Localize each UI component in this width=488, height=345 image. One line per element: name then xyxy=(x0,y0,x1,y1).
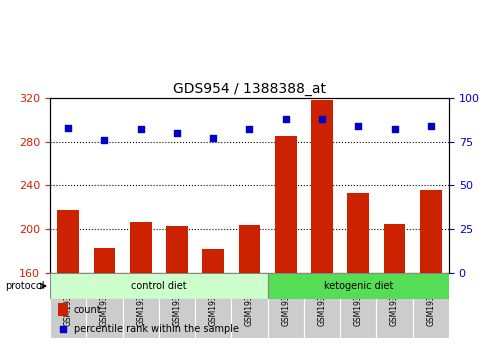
Bar xyxy=(57,209,79,273)
Bar xyxy=(238,225,260,273)
Bar xyxy=(50,273,86,338)
Text: GSM19303: GSM19303 xyxy=(172,285,181,326)
Point xyxy=(209,136,217,141)
Bar xyxy=(129,221,151,273)
Point xyxy=(137,127,144,132)
Bar xyxy=(310,100,332,273)
Text: GSM19305: GSM19305 xyxy=(244,285,253,326)
Point xyxy=(281,116,289,122)
Bar xyxy=(159,273,195,338)
Bar xyxy=(122,273,159,338)
Text: GSM19301: GSM19301 xyxy=(100,285,109,326)
Text: GSM19306: GSM19306 xyxy=(281,285,290,326)
Text: protocol: protocol xyxy=(5,281,45,291)
Bar xyxy=(195,273,231,338)
Bar xyxy=(202,249,224,273)
Bar xyxy=(267,273,303,338)
Text: ketogenic diet: ketogenic diet xyxy=(323,281,392,291)
Point xyxy=(59,326,66,332)
Point xyxy=(390,127,398,132)
Text: count: count xyxy=(74,305,102,315)
Text: GSM19304: GSM19304 xyxy=(208,285,217,326)
Text: GSM19300: GSM19300 xyxy=(63,285,73,326)
Point xyxy=(245,127,253,132)
Bar xyxy=(93,248,115,273)
Text: GSM19307: GSM19307 xyxy=(317,285,326,326)
Bar xyxy=(267,273,448,299)
Bar xyxy=(166,226,187,273)
Bar xyxy=(86,273,122,338)
Text: control diet: control diet xyxy=(131,281,186,291)
Bar xyxy=(231,273,267,338)
Bar xyxy=(340,273,376,338)
Bar xyxy=(383,224,405,273)
Bar xyxy=(274,136,296,273)
Point xyxy=(426,123,434,129)
Bar xyxy=(412,273,448,338)
Point xyxy=(354,123,362,129)
Text: percentile rank within the sample: percentile rank within the sample xyxy=(74,324,239,334)
Point xyxy=(318,116,325,122)
Bar xyxy=(376,273,412,338)
Text: GSM19309: GSM19309 xyxy=(389,285,398,326)
Bar xyxy=(58,303,68,316)
Text: GSM19302: GSM19302 xyxy=(136,285,145,326)
Title: GDS954 / 1388388_at: GDS954 / 1388388_at xyxy=(173,81,325,96)
Bar xyxy=(50,273,267,299)
Bar xyxy=(303,273,340,338)
Bar xyxy=(419,190,441,273)
Text: GSM19310: GSM19310 xyxy=(426,285,434,326)
Point xyxy=(64,125,72,130)
Text: GSM19308: GSM19308 xyxy=(353,285,362,326)
Point xyxy=(101,137,108,143)
Point xyxy=(173,130,181,136)
Bar xyxy=(347,193,368,273)
